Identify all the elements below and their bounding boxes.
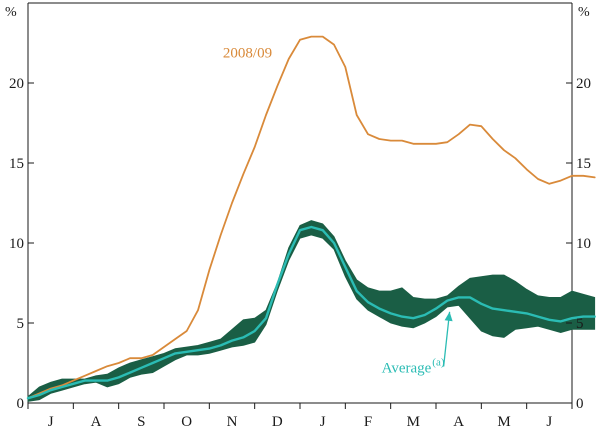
left-unit-label: % [5,5,17,20]
y-tick-label-left-5: 5 [17,316,25,332]
y-tick-label-left-10: 10 [9,236,24,252]
x-tick-label-6: J [320,414,326,429]
x-tick-label-4: N [227,414,238,429]
x-tick-label-8: M [407,414,420,429]
x-tick-label-3: O [181,414,192,429]
axis-layer: 0 0 5 5 10 10 15 15 20 20 J A S O N D J F M A M J [9,76,591,429]
y-tick-label-right-5: 5 [576,316,584,332]
y-tick-label-right-15: 15 [576,156,591,172]
annotation-1: Average [382,361,432,377]
annotation-arrow-line-1 [442,311,451,367]
series-layer [26,35,596,400]
y-tick-label-right-0: 0 [576,396,584,412]
series-line-average [26,225,596,400]
x-tick-label-0: J [48,414,54,429]
annotation-layer: 2008/09 Average (a) [223,45,453,377]
x-tick-label-9: A [453,414,464,429]
x-tick-label-5: D [272,414,283,429]
annotation-arrow-head-1 [444,311,453,322]
y-tick-label-left-0: 0 [17,396,25,412]
y-tick-label-left-15: 15 [9,156,24,172]
annotation-0: 2008/09 [223,45,272,61]
x-tick-label-7: F [364,414,372,429]
right-unit-label: % [578,5,590,20]
x-tick-label-11: J [546,414,552,429]
x-tick-label-1: A [91,414,102,429]
x-tick-label-2: S [137,414,145,429]
series-line-2008-09 [27,35,596,400]
y-tick-label-right-20: 20 [576,76,591,92]
annotation-superscript-1: (a) [432,357,445,369]
y-tick-label-right-10: 10 [576,236,591,252]
y-tick-label-left-20: 20 [9,76,24,92]
x-tick-label-10: M [497,414,510,429]
